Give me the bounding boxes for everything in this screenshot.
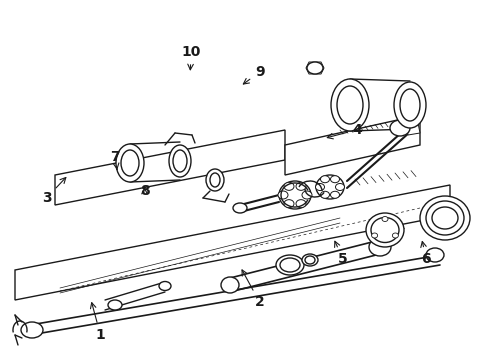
Ellipse shape [116, 144, 144, 182]
Ellipse shape [371, 217, 399, 243]
Ellipse shape [330, 191, 340, 198]
Ellipse shape [284, 182, 294, 190]
Text: 4: 4 [327, 123, 363, 139]
Text: 3: 3 [42, 177, 66, 205]
Ellipse shape [279, 181, 311, 209]
Ellipse shape [369, 238, 391, 256]
Ellipse shape [206, 169, 224, 191]
Ellipse shape [307, 62, 323, 74]
Ellipse shape [21, 322, 43, 338]
Ellipse shape [426, 248, 444, 262]
Ellipse shape [392, 233, 398, 238]
Ellipse shape [284, 200, 294, 208]
Text: 9: 9 [244, 65, 265, 84]
Ellipse shape [331, 79, 369, 131]
Polygon shape [15, 185, 450, 300]
Ellipse shape [330, 176, 340, 183]
Text: 10: 10 [181, 45, 201, 70]
Ellipse shape [221, 277, 239, 293]
Ellipse shape [302, 254, 318, 266]
Ellipse shape [276, 255, 304, 275]
Polygon shape [285, 115, 420, 175]
Text: 6: 6 [421, 242, 431, 266]
Text: 7: 7 [110, 150, 120, 169]
Ellipse shape [371, 233, 378, 238]
Ellipse shape [316, 175, 344, 199]
Ellipse shape [400, 89, 420, 121]
Ellipse shape [382, 216, 388, 221]
Ellipse shape [210, 173, 220, 187]
Ellipse shape [390, 120, 410, 136]
Polygon shape [406, 123, 420, 135]
Polygon shape [306, 62, 324, 74]
Ellipse shape [316, 184, 324, 190]
Ellipse shape [121, 150, 139, 176]
Ellipse shape [337, 86, 363, 124]
Polygon shape [55, 130, 285, 205]
Ellipse shape [420, 196, 470, 240]
Ellipse shape [280, 258, 300, 272]
Ellipse shape [426, 201, 464, 235]
Ellipse shape [296, 200, 306, 208]
Ellipse shape [320, 176, 329, 183]
Text: 8: 8 [140, 184, 149, 198]
Ellipse shape [302, 191, 312, 199]
Ellipse shape [336, 184, 344, 190]
Ellipse shape [278, 191, 288, 199]
Ellipse shape [320, 191, 329, 198]
Ellipse shape [173, 150, 187, 172]
Ellipse shape [305, 256, 315, 264]
Ellipse shape [296, 182, 306, 190]
Text: 1: 1 [91, 303, 105, 342]
Ellipse shape [394, 82, 426, 128]
Text: 2: 2 [242, 270, 265, 309]
Ellipse shape [432, 207, 458, 229]
Ellipse shape [108, 300, 122, 310]
Ellipse shape [159, 282, 171, 291]
Ellipse shape [169, 145, 191, 177]
Text: 5: 5 [335, 241, 348, 266]
Ellipse shape [233, 203, 247, 213]
Ellipse shape [366, 213, 404, 247]
